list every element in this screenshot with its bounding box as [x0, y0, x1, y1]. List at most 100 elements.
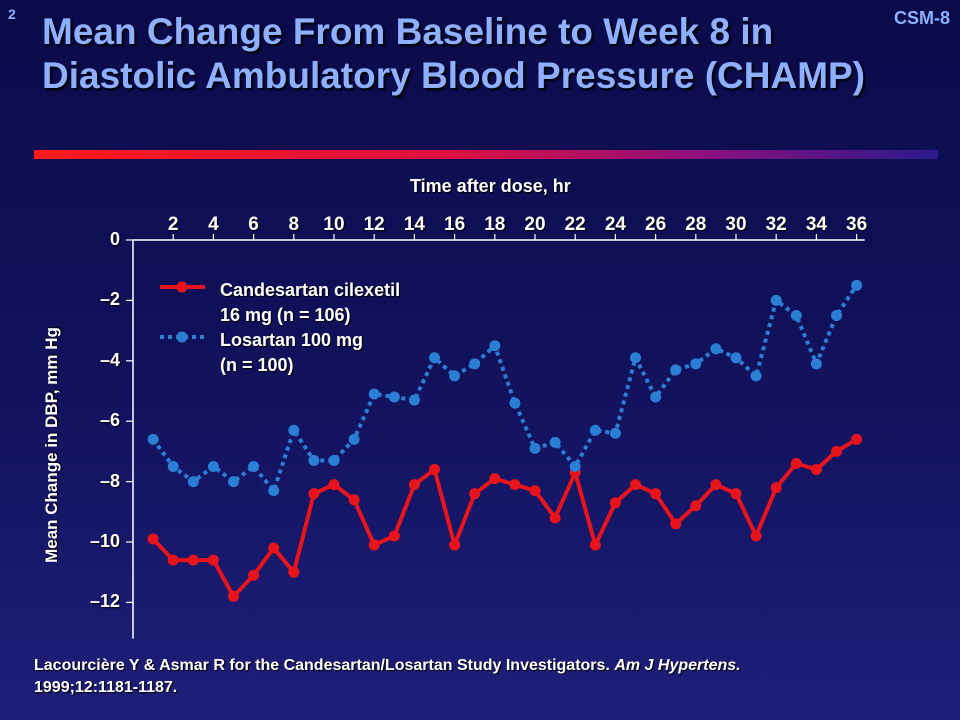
- x-tick-label: 18: [484, 214, 506, 235]
- losartan-data-point: [308, 454, 320, 466]
- candesartan-data-point: [589, 539, 601, 551]
- x-tick-label: 6: [248, 214, 259, 235]
- losartan-data-point: [328, 454, 340, 466]
- legend-losartan-line2: (n = 100): [220, 355, 294, 375]
- x-tick-label: 26: [645, 214, 667, 235]
- candesartan-data-point: [609, 497, 621, 509]
- losartan-data-point: [469, 358, 481, 370]
- candesartan-data-point: [810, 464, 822, 476]
- candesartan-data-point: [670, 518, 682, 530]
- losartan-data-point: [187, 476, 199, 488]
- x-tick-label: 24: [604, 214, 626, 235]
- legend-losartan-symbol-marker: [176, 331, 188, 343]
- x-tick-label: 8: [288, 214, 300, 235]
- losartan-data-point: [408, 394, 420, 406]
- losartan-data-point: [810, 358, 822, 370]
- x-tick-label: 4: [208, 214, 219, 235]
- x-tick-label: 32: [765, 214, 787, 235]
- candesartan-data-point: [710, 479, 722, 491]
- candesartan-data-point: [408, 479, 420, 491]
- losartan-data-point: [710, 343, 722, 355]
- x-tick-label: 10: [323, 214, 345, 235]
- legend-losartan-line1: Losartan 100 mg: [220, 330, 364, 350]
- candesartan-data-point: [187, 554, 199, 566]
- losartan-data-point: [368, 388, 380, 400]
- candesartan-data-point: [831, 445, 842, 457]
- candesartan-data-point: [730, 488, 742, 500]
- losartan-data-point: [167, 461, 179, 472]
- y-tick-label: –8: [99, 470, 120, 491]
- candesartan-data-point: [308, 488, 320, 500]
- candesartan-data-point: [690, 500, 702, 512]
- losartan-data-point: [429, 352, 440, 364]
- losartan-data-point: [529, 442, 541, 454]
- losartan-data-point: [770, 294, 782, 306]
- losartan-data-point: [609, 427, 621, 439]
- candesartan-data-point: [449, 539, 461, 551]
- candesartan-data-point: [429, 464, 440, 476]
- losartan-data-point: [690, 358, 702, 370]
- legend-label-candesartan: Candesartan cilexetil 16 mg (n = 106): [220, 278, 400, 328]
- candesartan-data-point: [469, 488, 481, 500]
- x-tick-label: 36: [846, 214, 868, 235]
- candesartan-series-line: [151, 437, 858, 599]
- losartan-data-point: [790, 310, 802, 321]
- candesartan-data-point: [228, 590, 239, 602]
- candesartan-data-point: [790, 457, 802, 469]
- candesartan-data-point: [650, 488, 662, 500]
- losartan-data-point: [207, 461, 219, 472]
- y-tick-label: –2: [99, 289, 120, 310]
- title-underline-bar: [34, 150, 938, 159]
- citation-ref: 1999;12:1181-1187.: [34, 679, 178, 696]
- x-tick-label: 34: [805, 214, 827, 235]
- x-tick-label: 20: [524, 214, 546, 235]
- losartan-data-point: [750, 370, 762, 382]
- candesartan-data-point: [489, 473, 501, 485]
- x-tick-label: 16: [444, 214, 466, 235]
- candesartan-data-point: [167, 554, 179, 566]
- losartan-data-point: [589, 424, 601, 436]
- candesartan-data-point: [328, 479, 340, 491]
- losartan-data-point: [630, 352, 641, 364]
- losartan-data-point: [670, 364, 682, 376]
- losartan-data-point: [489, 340, 501, 352]
- citation: Lacourcière Y & Asmar R for the Candesar…: [34, 655, 914, 699]
- x-tick-label: 28: [685, 214, 707, 235]
- candesartan-data-point: [268, 542, 280, 554]
- x-tick-label: 12: [363, 214, 385, 235]
- losartan-data-point: [549, 436, 561, 448]
- candesartan-data-point: [750, 530, 762, 542]
- candesartan-data-point: [549, 512, 561, 524]
- y-tick-label: –4: [99, 349, 120, 370]
- y-tick-label: 0: [109, 229, 120, 249]
- losartan-data-point: [288, 424, 300, 436]
- candesartan-data-point: [630, 479, 641, 491]
- y-tick-label: –12: [89, 591, 120, 612]
- slide-code: CSM-8: [893, 8, 950, 28]
- losartan-data-point: [388, 391, 400, 403]
- losartan-data-point: [569, 461, 581, 472]
- x-tick-label: 14: [403, 214, 425, 235]
- candesartan-data-point: [288, 566, 300, 578]
- candesartan-data-point: [529, 485, 541, 497]
- losartan-data-point: [851, 279, 863, 291]
- losartan-data-point: [831, 310, 842, 321]
- losartan-data-point: [730, 352, 742, 364]
- losartan-data-point: [449, 370, 461, 382]
- slide-number: 2: [8, 6, 16, 22]
- legend-candesartan-symbol-marker: [176, 281, 188, 293]
- x-tick-label: 30: [725, 214, 747, 235]
- y-tick-label: –6: [99, 410, 120, 431]
- y-tick-label: –10: [89, 531, 120, 551]
- candesartan-data-point: [207, 554, 219, 566]
- candesartan-data-point: [147, 533, 159, 545]
- candesartan-data-point: [770, 482, 782, 494]
- losartan-data-point: [509, 397, 521, 409]
- losartan-data-point: [268, 485, 280, 497]
- losartan-data-point: [348, 433, 360, 445]
- legend-candesartan-line1: Candesartan cilexetil: [220, 280, 401, 300]
- candesartan-data-point: [368, 539, 380, 551]
- candesartan-data-point: [388, 530, 400, 542]
- candesartan-data-point: [851, 433, 863, 445]
- candesartan-data-point: [348, 494, 360, 506]
